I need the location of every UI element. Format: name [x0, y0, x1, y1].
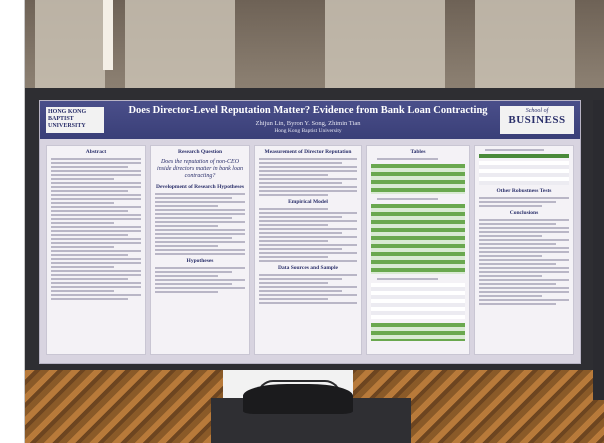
- hypotheses-heading: Development of Research Hypotheses: [155, 184, 245, 190]
- results-table-2: [371, 204, 465, 274]
- conclusions-heading: Conclusions: [509, 210, 539, 216]
- abstract-text: [51, 158, 141, 300]
- measurement-heading: Measurement of Director Reputation: [264, 149, 352, 155]
- results-table-3: [371, 283, 465, 319]
- wall-light: [103, 0, 113, 70]
- hypotheses-text: [155, 193, 245, 255]
- hypotheses-subheading: Hypotheses: [186, 258, 214, 264]
- results-table-4: [371, 323, 465, 341]
- table-caption: [377, 158, 439, 160]
- black-bag: [243, 384, 353, 414]
- photo-scene: HONG KONG BAPTIST UNIVERSITY Does Direct…: [25, 0, 604, 443]
- robustness-heading: Other Robustness Tests: [496, 188, 552, 194]
- left-margin: [0, 0, 25, 443]
- research-question-text: Does the reputation of non-CEO inside di…: [157, 159, 243, 179]
- poster-title: Does Director-Level Reputation Matter? E…: [128, 105, 488, 116]
- poster-authors: Zhijun Lin, Byron Y. Song, Zhimin Tian: [255, 120, 361, 127]
- poster-column-3: Measurement of Director Reputation Empir…: [254, 145, 362, 355]
- poster-title-bar: HONG KONG BAPTIST UNIVERSITY Does Direct…: [40, 101, 580, 139]
- wall-panel: [325, 0, 445, 90]
- poster-board: HONG KONG BAPTIST UNIVERSITY Does Direct…: [25, 88, 604, 370]
- research-question-heading: Research Question: [177, 149, 223, 155]
- poster-affiliation: Hong Kong Baptist University: [274, 128, 342, 134]
- university-logo: HONG KONG BAPTIST UNIVERSITY: [46, 107, 104, 133]
- tables-heading: Tables: [410, 149, 426, 155]
- wall-panel: [125, 0, 235, 90]
- poster-column-5: Other Robustness Tests Conclusions: [474, 145, 574, 355]
- hypotheses-list: [155, 267, 245, 293]
- wall-panel: [35, 0, 105, 90]
- poster-column-4: Tables: [366, 145, 470, 355]
- results-table-1: [371, 164, 465, 194]
- table-caption: [377, 198, 439, 200]
- data-sources-heading: Data Sources and Sample: [278, 265, 338, 271]
- business-school-logo: School of BUSINESS: [500, 106, 574, 134]
- person-edge: [593, 100, 604, 400]
- poster-column-1: Abstract: [46, 145, 146, 355]
- data-sources-text: [259, 274, 357, 304]
- results-table-5: [479, 161, 569, 185]
- empirical-model-heading: Empirical Model: [288, 199, 328, 205]
- conclusions-text: [479, 219, 569, 305]
- research-poster: HONG KONG BAPTIST UNIVERSITY Does Direct…: [39, 100, 581, 364]
- poster-column-2: Research Question Does the reputation of…: [150, 145, 250, 355]
- robustness-text: [479, 197, 569, 207]
- measurement-text: [259, 158, 357, 196]
- empirical-model-text: [259, 208, 357, 262]
- table-header: [479, 154, 569, 158]
- abstract-heading: Abstract: [85, 149, 107, 155]
- table-caption: [377, 278, 439, 280]
- table-caption: [485, 149, 544, 151]
- wall-panel: [475, 0, 575, 90]
